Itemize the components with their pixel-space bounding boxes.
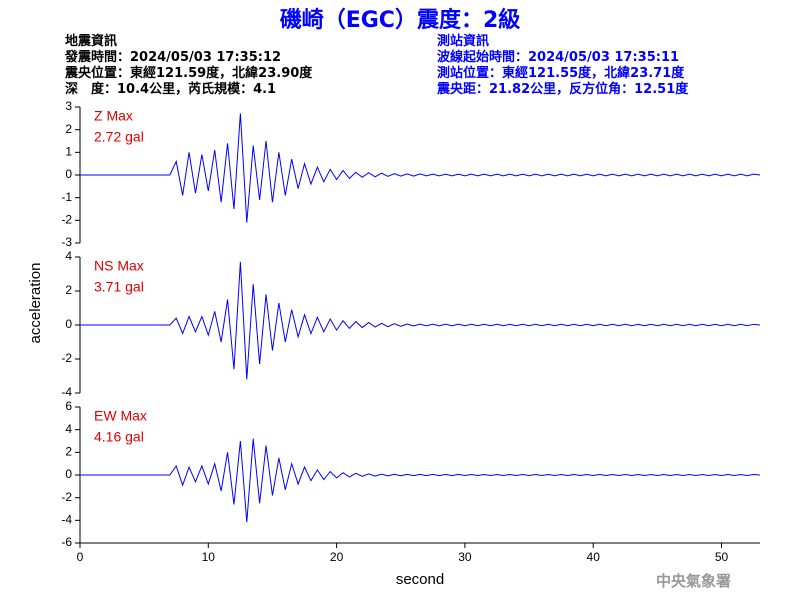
y-tick-label: -4 — [61, 385, 72, 399]
x-tick-label: 0 — [77, 550, 84, 564]
event-line: 震央位置：東經121.59度，北緯23.90度 — [65, 66, 313, 81]
station-line: 測站位置：東經121.55度，北緯23.71度 — [437, 66, 685, 81]
waveform — [80, 261, 761, 380]
station-line: 測站資訊 — [437, 34, 490, 49]
event-line: 深 度：10.4公里，芮氏規模：4.1 — [65, 82, 277, 97]
y-tick-label: -4 — [61, 513, 72, 527]
x-axis-label: second — [396, 571, 444, 588]
y-tick-label: -6 — [61, 535, 72, 549]
annotation: 2.72 gal — [94, 129, 144, 145]
y-tick-label: 3 — [65, 99, 72, 113]
x-tick-label: 40 — [587, 550, 601, 564]
station-line: 波線起始時間：2024/05/03 17:35:11 — [437, 50, 680, 65]
annotation: 3.71 gal — [94, 279, 144, 295]
y-tick-label: 0 — [65, 167, 72, 181]
y-tick-label: -2 — [61, 213, 72, 227]
annotation: EW Max — [94, 408, 147, 424]
x-tick-label: 20 — [330, 550, 344, 564]
y-tick-label: 2 — [65, 122, 72, 136]
event-line: 發震時間：2024/05/03 17:35:12 — [65, 50, 282, 65]
x-tick-label: 50 — [715, 550, 729, 564]
y-tick-label: 0 — [65, 317, 72, 331]
x-tick-label: 30 — [458, 550, 472, 564]
y-tick-label: -2 — [61, 351, 72, 365]
event-info: 地震資訊 發震時間：2024/05/03 17:35:12 震央位置：東經121.5… — [65, 34, 312, 98]
y-tick-label: 0 — [65, 467, 72, 481]
y-tick-label: 1 — [65, 145, 72, 159]
y-tick-label: -2 — [61, 490, 72, 504]
event-line: 地震資訊 — [65, 34, 118, 49]
annotation: 4.16 gal — [94, 429, 144, 445]
y-axis-label: acceleration — [27, 263, 44, 344]
annotation: Z Max — [94, 108, 133, 124]
annotation: NS Max — [94, 258, 144, 274]
station-info: 測站資訊 波線起始時間：2024/05/03 17:35:11 測站位置：東經121… — [437, 34, 688, 98]
title: 磯崎（EGC）震度：2級 — [279, 8, 521, 33]
y-tick-label: -3 — [61, 235, 72, 249]
y-tick-label: 4 — [65, 249, 72, 263]
y-tick-label: 2 — [65, 283, 72, 297]
waveform — [80, 113, 761, 223]
x-tick-label: 10 — [202, 550, 216, 564]
y-tick-label: -1 — [61, 190, 72, 204]
y-tick-label: 2 — [65, 445, 72, 459]
y-tick-label: 6 — [65, 399, 72, 413]
footer: 中央氣象署 — [656, 572, 732, 590]
waveform — [80, 438, 761, 523]
station-line: 震央距：21.82公里，反方位角：12.51度 — [437, 82, 689, 97]
y-tick-label: 4 — [65, 422, 72, 436]
